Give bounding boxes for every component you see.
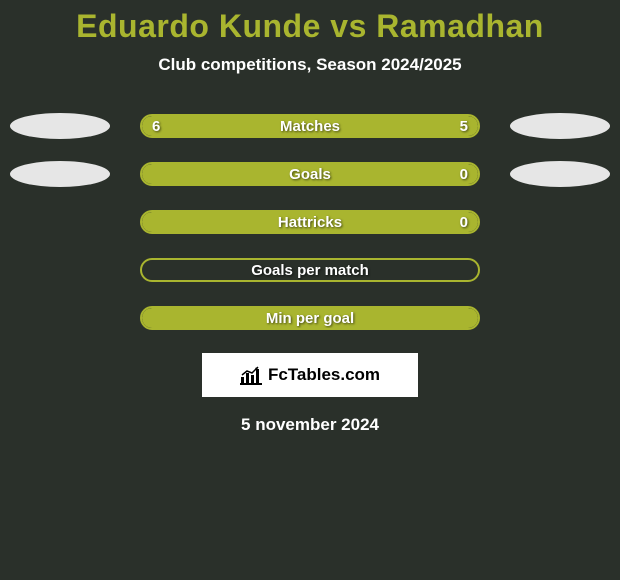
stat-bar: 6 Matches 5 — [140, 114, 480, 138]
chart-icon — [240, 365, 262, 385]
page-title: Eduardo Kunde vs Ramadhan — [0, 8, 620, 45]
player-left-ellipse — [10, 161, 110, 187]
stat-value-right: 0 — [460, 214, 468, 231]
player-left-ellipse — [10, 113, 110, 139]
stat-row: Goals per match — [0, 257, 620, 283]
stat-row: Hattricks 0 — [0, 209, 620, 235]
stat-label: Goals per match — [251, 262, 369, 279]
stat-value-left: 6 — [152, 118, 160, 135]
stat-row: 6 Matches 5 — [0, 113, 620, 139]
stat-bar: Min per goal — [140, 306, 480, 330]
player-right-ellipse — [510, 161, 610, 187]
spacer — [10, 209, 110, 235]
stat-label: Matches — [280, 118, 340, 135]
stat-row: Min per goal — [0, 305, 620, 331]
stat-label: Hattricks — [278, 214, 342, 231]
stat-bar: Goals per match — [140, 258, 480, 282]
spacer — [10, 305, 110, 331]
player-right-ellipse — [510, 113, 610, 139]
bar-fill-right — [325, 116, 478, 136]
stat-bar: Goals 0 — [140, 162, 480, 186]
stat-value-right: 5 — [460, 118, 468, 135]
comparison-card: Eduardo Kunde vs Ramadhan Club competiti… — [0, 0, 620, 435]
subtitle: Club competitions, Season 2024/2025 — [0, 55, 620, 75]
date-label: 5 november 2024 — [0, 415, 620, 435]
stat-row: Goals 0 — [0, 161, 620, 187]
spacer — [510, 257, 610, 283]
spacer — [10, 257, 110, 283]
stat-bar: Hattricks 0 — [140, 210, 480, 234]
logo-box[interactable]: FcTables.com — [202, 353, 418, 397]
stat-rows: 6 Matches 5 Goals 0 Hattricks 0 Goals per match… — [0, 113, 620, 331]
logo-text: FcTables.com — [268, 365, 380, 385]
stat-label: Goals — [289, 166, 331, 183]
stat-value-right: 0 — [460, 166, 468, 183]
stat-label: Min per goal — [266, 310, 354, 327]
spacer — [510, 305, 610, 331]
spacer — [510, 209, 610, 235]
